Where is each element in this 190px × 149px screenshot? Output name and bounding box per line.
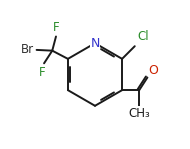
Text: F: F bbox=[53, 21, 59, 34]
Text: N: N bbox=[90, 37, 100, 50]
Text: Cl: Cl bbox=[138, 30, 149, 43]
Text: CH₃: CH₃ bbox=[128, 107, 150, 119]
Text: F: F bbox=[39, 66, 45, 79]
Text: Br: Br bbox=[21, 43, 34, 56]
Text: O: O bbox=[148, 64, 158, 77]
